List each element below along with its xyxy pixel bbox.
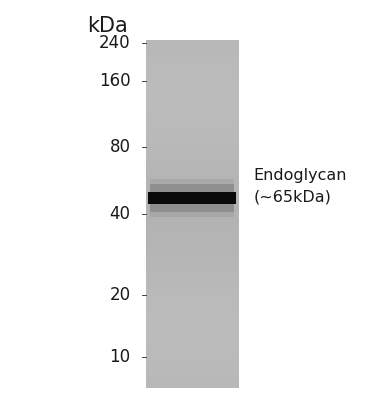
Text: 160: 160: [99, 72, 131, 90]
Bar: [150, 179, 234, 217]
Text: Endoglycan
(~65kDa): Endoglycan (~65kDa): [253, 168, 347, 204]
Text: 240: 240: [99, 34, 131, 52]
Text: 20: 20: [109, 286, 131, 304]
Text: 40: 40: [109, 205, 131, 222]
Text: kDa: kDa: [87, 16, 128, 36]
Bar: [150, 184, 234, 212]
Bar: [148, 192, 236, 204]
Text: 80: 80: [109, 138, 131, 156]
Text: 10: 10: [109, 348, 131, 366]
